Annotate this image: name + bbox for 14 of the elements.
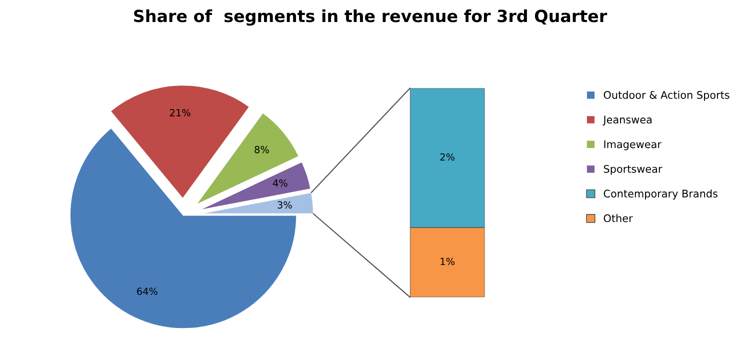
legend-label: Jeanswea (602, 116, 652, 126)
legend-label: Other (604, 214, 633, 222)
legend-label: Imagewear (604, 140, 662, 150)
data-label: 1% (440, 258, 455, 266)
chart-title: Share of segments in the revenue for 3rd Quarter (134, 9, 608, 26)
data-label: 2% (440, 153, 455, 161)
data-label: 4% (272, 179, 288, 187)
legend-label: Sportswear (604, 164, 662, 175)
data-label: 8% (254, 146, 269, 154)
data-label: 64% (137, 288, 158, 295)
legend-label: Outdoor & Action Sports (604, 90, 730, 101)
legend-label: Contemporary Brands (604, 189, 718, 200)
data-label: 3% (278, 201, 292, 209)
data-label: 21% (170, 109, 190, 116)
